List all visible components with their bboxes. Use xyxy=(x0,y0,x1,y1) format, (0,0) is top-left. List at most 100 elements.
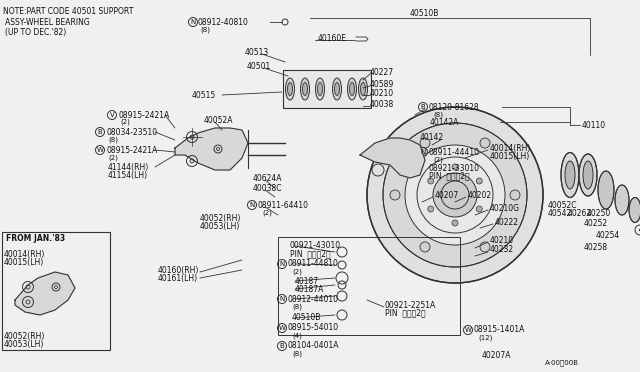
Text: NOTE:PART CODE 40501 SUPPORT: NOTE:PART CODE 40501 SUPPORT xyxy=(3,6,133,16)
Text: 40142A: 40142A xyxy=(430,118,460,126)
Text: (2): (2) xyxy=(292,269,302,275)
Polygon shape xyxy=(360,138,425,178)
Text: 40250: 40250 xyxy=(587,208,611,218)
Text: 40052A: 40052A xyxy=(204,115,234,125)
Circle shape xyxy=(383,123,527,267)
Circle shape xyxy=(54,285,58,289)
Text: 40232: 40232 xyxy=(490,246,514,254)
Text: 08911-64410: 08911-64410 xyxy=(258,201,309,209)
Circle shape xyxy=(433,173,477,217)
Text: 40227: 40227 xyxy=(370,67,394,77)
Text: 08915-2421A: 08915-2421A xyxy=(118,110,169,119)
Text: 08120-81628: 08120-81628 xyxy=(429,103,479,112)
Circle shape xyxy=(190,135,194,139)
Circle shape xyxy=(190,159,194,163)
Circle shape xyxy=(452,164,458,170)
Text: 08915-54010: 08915-54010 xyxy=(288,324,339,333)
Text: 40222: 40222 xyxy=(495,218,519,227)
Text: 00921-43010: 00921-43010 xyxy=(290,241,341,250)
Ellipse shape xyxy=(335,83,339,96)
Circle shape xyxy=(476,206,483,212)
Text: (8): (8) xyxy=(108,137,118,143)
Text: 40258: 40258 xyxy=(584,244,608,253)
Text: 08912-44010: 08912-44010 xyxy=(288,295,339,304)
Bar xyxy=(283,70,371,108)
Circle shape xyxy=(480,242,490,252)
Text: (2): (2) xyxy=(262,210,272,216)
Text: 08912-40810: 08912-40810 xyxy=(198,17,249,26)
Text: 00921-2251A: 00921-2251A xyxy=(385,301,436,310)
Text: N: N xyxy=(190,19,196,25)
Text: A·00、00B: A·00、00B xyxy=(545,360,579,366)
Text: 40202: 40202 xyxy=(468,190,492,199)
Text: FROM JAN.'83: FROM JAN.'83 xyxy=(6,234,65,243)
Ellipse shape xyxy=(349,83,355,96)
Text: 40513: 40513 xyxy=(245,48,269,57)
Text: (12): (12) xyxy=(478,335,492,341)
Ellipse shape xyxy=(561,153,579,198)
Ellipse shape xyxy=(303,83,307,96)
Text: (2): (2) xyxy=(120,119,130,125)
Text: 08104-0401A: 08104-0401A xyxy=(288,341,339,350)
Text: (8): (8) xyxy=(200,27,210,33)
Text: 40510B: 40510B xyxy=(292,314,321,323)
Text: 40052(RH): 40052(RH) xyxy=(200,214,241,222)
Text: (8): (8) xyxy=(292,304,302,310)
Text: 40052(RH): 40052(RH) xyxy=(4,333,45,341)
Ellipse shape xyxy=(615,185,629,215)
Circle shape xyxy=(26,300,30,304)
Text: 08915-2421A: 08915-2421A xyxy=(106,145,157,154)
Text: 08034-23510: 08034-23510 xyxy=(106,128,157,137)
Circle shape xyxy=(390,190,400,200)
Ellipse shape xyxy=(301,78,310,100)
Text: B: B xyxy=(98,129,102,135)
Text: 40501: 40501 xyxy=(247,61,271,71)
Text: PIN  ピン（2）: PIN ピン（2） xyxy=(429,171,470,180)
Circle shape xyxy=(405,145,505,245)
Text: 40187: 40187 xyxy=(295,276,319,285)
Text: 08915-1401A: 08915-1401A xyxy=(474,326,525,334)
Text: (2): (2) xyxy=(108,155,118,161)
Text: 40207: 40207 xyxy=(435,190,460,199)
Text: 08911-44410: 08911-44410 xyxy=(429,148,480,157)
Ellipse shape xyxy=(358,78,367,100)
Text: (2): (2) xyxy=(433,157,443,163)
Text: N: N xyxy=(250,202,255,208)
Ellipse shape xyxy=(598,171,614,209)
Circle shape xyxy=(476,178,483,184)
Ellipse shape xyxy=(583,161,593,189)
Text: 40210: 40210 xyxy=(370,89,394,97)
Text: 40052C: 40052C xyxy=(548,201,577,209)
Text: W: W xyxy=(97,147,104,153)
Text: 40262: 40262 xyxy=(568,208,592,218)
Circle shape xyxy=(216,148,220,151)
Polygon shape xyxy=(175,128,248,170)
Text: 40515: 40515 xyxy=(192,90,216,99)
Text: 40254: 40254 xyxy=(596,231,620,240)
Text: 40038C: 40038C xyxy=(253,183,282,192)
Text: 41154(LH): 41154(LH) xyxy=(108,170,148,180)
Text: 40210: 40210 xyxy=(490,235,514,244)
Text: 40624A: 40624A xyxy=(253,173,282,183)
Text: 08921-33010: 08921-33010 xyxy=(429,164,480,173)
Circle shape xyxy=(420,138,430,148)
Text: 40207A: 40207A xyxy=(482,350,511,359)
Text: N: N xyxy=(420,149,426,155)
Ellipse shape xyxy=(285,78,294,100)
Circle shape xyxy=(26,285,30,289)
Circle shape xyxy=(420,242,430,252)
Ellipse shape xyxy=(565,161,575,189)
Text: B: B xyxy=(420,104,426,110)
Text: 40252: 40252 xyxy=(584,218,608,228)
Text: (8): (8) xyxy=(292,351,302,357)
Text: 41144(RH): 41144(RH) xyxy=(108,163,149,171)
Text: 40053(LH): 40053(LH) xyxy=(4,340,44,350)
Text: (UP TO DEC.'82): (UP TO DEC.'82) xyxy=(5,28,67,36)
Polygon shape xyxy=(15,272,75,315)
Text: W: W xyxy=(278,325,285,331)
Text: 40110: 40110 xyxy=(582,121,606,129)
Text: 40187A: 40187A xyxy=(295,285,324,294)
Text: N: N xyxy=(280,261,285,267)
Text: PIN  ピン（2）: PIN ピン（2） xyxy=(290,250,331,259)
Text: 40160E: 40160E xyxy=(318,33,347,42)
